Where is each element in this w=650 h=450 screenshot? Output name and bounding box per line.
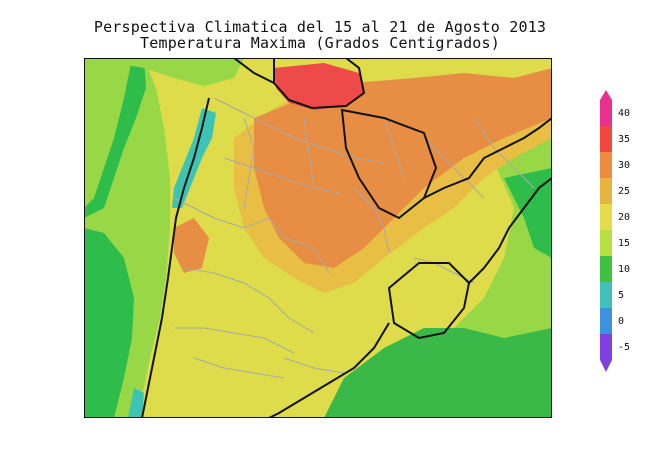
zone-orange-west — [174, 218, 209, 273]
colorbar-segment — [600, 282, 612, 308]
map-subtitle: Temperatura Maxima (Grados Centigrados) — [140, 34, 500, 52]
colorbar-tick-label: 5 — [618, 290, 624, 301]
colorbar-segment — [600, 126, 612, 152]
colorbar-tick-label: -5 — [618, 342, 630, 353]
colorbar-segment — [600, 334, 612, 360]
colorbar-segment — [600, 152, 612, 178]
colorbar-tick-label: 0 — [618, 316, 624, 327]
colorbar-tick-label: 25 — [618, 186, 630, 197]
colorbar-segment — [600, 204, 612, 230]
zone-green-dark-west — [84, 58, 146, 218]
zone-ocean-green — [324, 328, 552, 418]
colorbar-tick-label: 15 — [618, 238, 630, 249]
map-title: Perspectiva Climatica del 15 al 21 de Ag… — [93, 18, 547, 36]
colorbar-tick-label: 30 — [618, 160, 630, 171]
zone-cyan-andes-south — [128, 388, 144, 418]
temperature-colorbar: 40 35 30 25 20 15 10 5 0 -5 — [600, 90, 630, 372]
colorbar-segment — [600, 178, 612, 204]
zone-green-north — [84, 58, 244, 86]
zone-green-dark-east — [504, 168, 552, 258]
colorbar-tick-label: 20 — [618, 212, 630, 223]
colorbar-segment — [600, 230, 612, 256]
colorbar-tick-label: 10 — [618, 264, 630, 275]
zone-red — [274, 63, 364, 110]
colorbar-bottom-arrow — [600, 360, 612, 372]
colorbar-tick-label: 40 — [618, 108, 630, 119]
colorbar-segment — [600, 256, 612, 282]
colorbar-tick-label: 35 — [618, 134, 630, 145]
country-borders — [141, 58, 552, 418]
colorbar-segment — [600, 100, 612, 126]
zone-green-dark-west-south — [84, 228, 134, 418]
temperature-map — [84, 58, 552, 418]
colorbar-segment — [600, 308, 612, 334]
province-borders — [173, 97, 535, 379]
colorbar-top-arrow — [600, 90, 612, 100]
map-frame — [84, 58, 552, 418]
zone-orange — [254, 68, 552, 268]
